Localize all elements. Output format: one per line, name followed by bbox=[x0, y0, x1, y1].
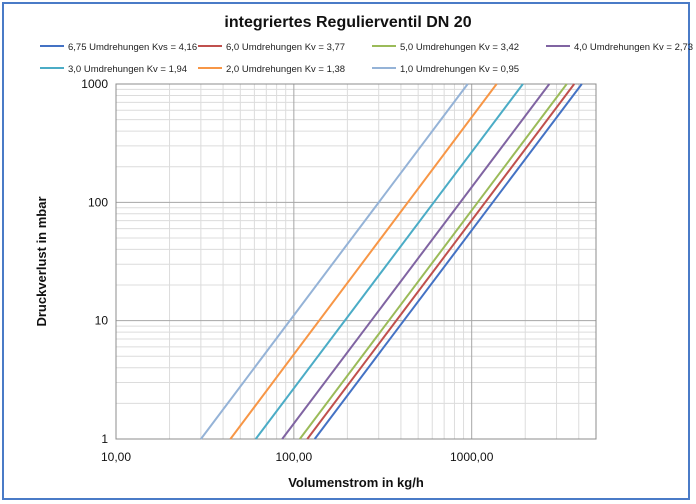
series-line-7 bbox=[200, 83, 469, 440]
x-tick-label: 100,00 bbox=[275, 450, 312, 464]
legend-swatch bbox=[40, 45, 64, 48]
legend-swatch bbox=[372, 45, 396, 48]
legend-item: 6,75 Umdrehungen Kvs = 4,16 bbox=[40, 42, 197, 53]
legend-swatch bbox=[198, 45, 222, 48]
legend-item: 3,0 Umdrehungen Kv = 1,94 bbox=[40, 64, 187, 75]
legend-item: 5,0 Umdrehungen Kv = 3,42 bbox=[372, 42, 519, 53]
legend-item: 2,0 Umdrehungen Kv = 1,38 bbox=[198, 64, 345, 75]
legend-label: 2,0 Umdrehungen Kv = 1,38 bbox=[226, 64, 346, 75]
series-line-3 bbox=[299, 83, 568, 440]
legend-label: 4,0 Umdrehungen Kv = 2,73 bbox=[574, 42, 694, 53]
plot-border bbox=[115, 83, 597, 440]
legend-label: 6,0 Umdrehungen Kv = 3,77 bbox=[226, 42, 346, 53]
legend-swatch bbox=[546, 45, 570, 48]
y-tick-label: 1 bbox=[101, 432, 108, 446]
legend-swatch bbox=[372, 67, 396, 70]
x-tick-label: 1000,00 bbox=[450, 450, 494, 464]
y-tick-label: 100 bbox=[88, 195, 108, 209]
legend-item: 4,0 Umdrehungen Kv = 2,73 bbox=[546, 42, 693, 53]
chart-title: integriertes Regulierventil DN 20 bbox=[224, 14, 472, 31]
legend-label: 1,0 Umdrehungen Kv = 0,95 bbox=[400, 64, 520, 75]
x-axis-title: Volumenstrom in kg/h bbox=[288, 475, 424, 490]
series-line-1 bbox=[313, 83, 583, 440]
legend-item: 1,0 Umdrehungen Kv = 0,95 bbox=[372, 64, 519, 75]
legend-swatch bbox=[198, 67, 222, 70]
y-tick-label: 10 bbox=[95, 314, 109, 328]
series-line-2 bbox=[306, 83, 575, 440]
legend-label: 3,0 Umdrehungen Kv = 1,94 bbox=[68, 64, 188, 75]
x-tick-label: 10,00 bbox=[101, 450, 131, 464]
series-line-5 bbox=[254, 83, 524, 440]
series-line-4 bbox=[281, 83, 551, 440]
chart-frame bbox=[2, 2, 690, 500]
legend-swatch bbox=[40, 67, 64, 70]
series-line-6 bbox=[229, 83, 498, 440]
legend-label: 5,0 Umdrehungen Kv = 3,42 bbox=[400, 42, 520, 53]
legend-label: 6,75 Umdrehungen Kvs = 4,16 bbox=[68, 42, 198, 53]
y-tick-label: 1000 bbox=[81, 77, 108, 91]
legend-item: 6,0 Umdrehungen Kv = 3,77 bbox=[198, 42, 345, 53]
y-axis-title: Druckverlust in mbar bbox=[34, 196, 49, 326]
